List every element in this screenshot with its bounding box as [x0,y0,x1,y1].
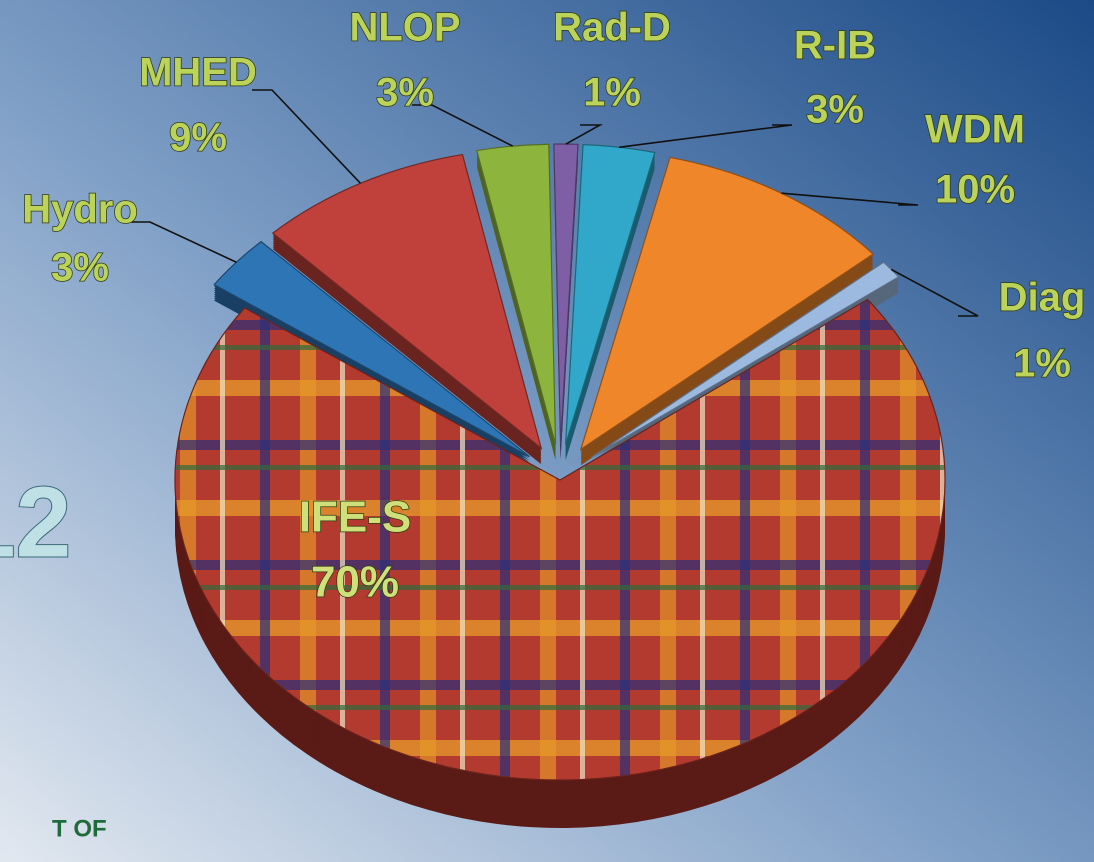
leader-line [890,268,979,317]
slice-label: Rad-D [553,6,671,50]
slice [564,144,656,445]
slice-label: NLOP [349,6,460,50]
value-label: 3% [806,88,864,132]
slice-label: Diag [999,276,1086,320]
slice [553,143,579,445]
leader-line [412,104,513,147]
slice-label: WDM [925,108,1025,152]
slice-label: IFE-S [299,493,411,542]
slice-label: R-IB [794,24,876,68]
value-label: 1% [1013,342,1071,386]
slice [271,153,543,450]
slice-label: MHED [139,51,257,95]
value-label: 1% [583,71,641,115]
value-label: 10% [935,168,1015,212]
annotation: T OF [52,815,107,842]
leader-line [781,192,919,206]
leader-line [565,124,604,145]
value-label: 3% [376,71,434,115]
slice-label: Hydro [22,188,138,232]
slice [476,143,557,445]
slice [174,298,946,781]
pie: Hydro 3% MHED 9% NLOP 3% Rad-D 1% R-IB 3% WDM 10% Di… [21,5,1086,828]
slice [579,156,875,451]
value-label: 9% [169,116,227,160]
slice [213,240,530,458]
value-label: 70% [311,558,399,607]
value-label: 3% [51,246,109,290]
leader-line [130,221,237,263]
leader-line [252,89,362,184]
annotation: 12 [0,466,71,578]
leader-line [619,124,793,149]
